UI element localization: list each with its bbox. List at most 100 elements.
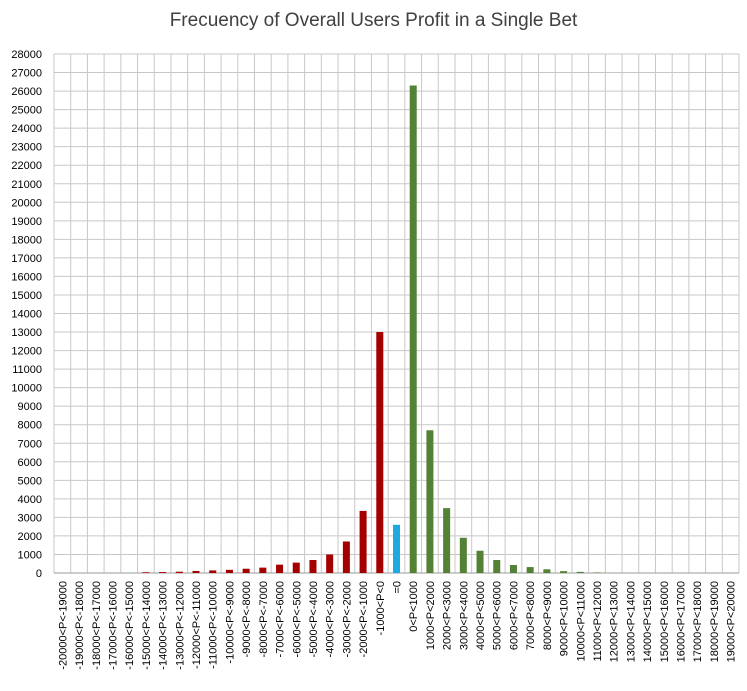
y-tick-label: 27000 [11, 68, 42, 80]
bar [359, 510, 367, 573]
bar [159, 572, 167, 573]
bar [560, 571, 568, 573]
x-tick-label: 1000<P<2000 [425, 581, 437, 650]
x-tick-label: -2000<P<-1000 [358, 581, 370, 657]
x-tick-label: -16000<P<-15000 [124, 581, 136, 670]
y-tick-label: 7000 [18, 438, 42, 450]
bar [259, 567, 267, 573]
grid-lines [53, 53, 740, 574]
x-tick-label: 8000<P<9000 [542, 581, 554, 650]
x-tick-label: 11000<P<12000 [592, 581, 604, 662]
bar [543, 569, 551, 573]
bar [509, 565, 517, 573]
bar [376, 332, 384, 573]
bar [576, 571, 584, 573]
bar [392, 524, 401, 573]
x-tick-label: 0<P<1000 [408, 581, 420, 632]
x-axis-ticks: -20000<P<-19000 -19000<P<-18000 -18000<P<-… [57, 581, 737, 670]
y-tick-label: 16000 [11, 271, 42, 283]
y-tick-label: 0 [36, 568, 42, 580]
x-tick-label: -7000<P<-6000 [275, 581, 287, 657]
bar [409, 85, 417, 573]
bar [593, 572, 601, 573]
x-tick-label: 14000<P<15000 [642, 581, 654, 662]
y-tick-label: 17000 [11, 253, 42, 265]
x-tick-label: 10000<P<11000 [575, 581, 587, 662]
x-tick-label: -1000<P<0 [375, 581, 387, 635]
x-tick-label: 18000<P<19000 [709, 581, 721, 662]
y-tick-label: 23000 [11, 142, 42, 154]
x-tick-label: -6000<P<-5000 [291, 581, 303, 657]
bar [342, 541, 350, 573]
x-tick-label: =0 [392, 581, 404, 594]
y-tick-label: 6000 [18, 457, 42, 469]
bar [142, 572, 150, 573]
x-tick-label: 19000<P<20000 [726, 581, 738, 662]
bar [309, 560, 317, 573]
x-tick-label: -15000<P<-14000 [141, 581, 153, 670]
y-tick-label: 9000 [18, 401, 42, 413]
x-tick-label: -13000<P<-12000 [174, 581, 186, 670]
x-tick-label: -9000<P<-8000 [241, 581, 253, 657]
x-tick-label: -5000<P<-4000 [308, 581, 320, 657]
x-tick-label: 6000<P<7000 [508, 581, 520, 650]
bar [225, 569, 233, 573]
y-tick-label: 15000 [11, 290, 42, 302]
y-tick-label: 13000 [11, 327, 42, 339]
bar [292, 562, 300, 573]
x-tick-label: -19000<P<-18000 [74, 581, 86, 670]
y-tick-label: 21000 [11, 179, 42, 191]
y-tick-label: 2000 [18, 531, 42, 543]
y-tick-label: 14000 [11, 309, 42, 321]
x-tick-label: -11000<P<-10000 [208, 581, 220, 669]
bar [209, 570, 217, 573]
x-tick-label: -8000<P<-7000 [258, 581, 270, 657]
y-tick-label: 20000 [11, 197, 42, 209]
x-tick-label: 2000<P<3000 [442, 581, 454, 650]
bar [192, 570, 200, 573]
x-tick-label: 4000<P<5000 [475, 581, 487, 650]
x-tick-label: 7000<P<8000 [525, 581, 537, 650]
y-tick-label: 5000 [18, 475, 42, 487]
x-tick-label: -12000<P<-11000 [191, 581, 203, 669]
bar [175, 571, 183, 573]
y-tick-label: 26000 [11, 86, 42, 98]
y-tick-label: 8000 [18, 420, 42, 432]
bar [326, 554, 334, 573]
y-tick-label: 11000 [12, 364, 42, 376]
y-tick-label: 4000 [18, 494, 42, 506]
y-tick-label: 10000 [11, 383, 42, 395]
y-tick-label: 3000 [18, 512, 42, 524]
y-tick-label: 1000 [18, 549, 42, 561]
y-axis-ticks: 0 1000 2000 3000 4000 5000 6000 7000 8000 9000 100… [11, 49, 42, 580]
bar [476, 550, 484, 573]
bar [426, 430, 434, 573]
x-tick-label: 12000<P<13000 [609, 581, 621, 662]
bar [526, 567, 534, 573]
x-tick-label: 9000<P<10000 [559, 581, 571, 656]
y-tick-label: 19000 [11, 216, 42, 228]
y-tick-label: 28000 [11, 49, 42, 61]
y-tick-label: 18000 [11, 234, 42, 246]
x-tick-label: 5000<P<6000 [492, 581, 504, 650]
bar [276, 564, 284, 573]
x-tick-label: -20000<P<-19000 [57, 581, 69, 670]
bars [142, 85, 601, 573]
x-tick-label: -18000<P<-17000 [91, 581, 103, 670]
x-tick-label: 13000<P<14000 [625, 581, 637, 662]
x-tick-label: 15000<P<16000 [659, 581, 671, 662]
bar [493, 560, 501, 573]
y-tick-label: 12000 [11, 346, 42, 358]
x-tick-label: -17000<P<-16000 [107, 581, 119, 670]
bar [443, 508, 451, 573]
y-tick-label: 25000 [11, 105, 42, 117]
x-tick-label: 16000<P<17000 [676, 581, 688, 662]
y-tick-label: 22000 [11, 160, 42, 172]
chart-title: Frecuency of Overall Users Profit in a S… [169, 10, 578, 31]
x-tick-label: -4000<P<-3000 [325, 581, 337, 657]
y-tick-label: 24000 [11, 123, 42, 135]
x-tick-label: -10000<P<-9000 [224, 581, 236, 664]
x-tick-label: -3000<P<-2000 [341, 581, 353, 657]
